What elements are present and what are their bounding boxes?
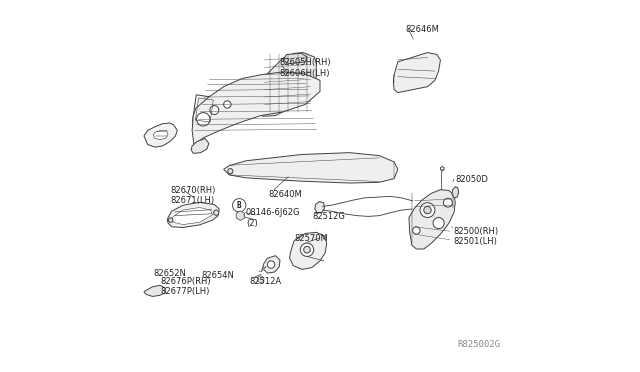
Circle shape [223, 101, 231, 108]
Polygon shape [144, 285, 165, 296]
Circle shape [444, 198, 452, 207]
Text: 82605H(RH)
82606H(LH): 82605H(RH) 82606H(LH) [279, 58, 331, 77]
Circle shape [205, 102, 209, 105]
Polygon shape [409, 190, 455, 249]
Polygon shape [290, 232, 326, 269]
Text: 82670(RH)
82671(LH): 82670(RH) 82671(LH) [170, 186, 215, 205]
Polygon shape [193, 95, 216, 125]
Circle shape [268, 261, 275, 268]
Text: 82050D: 82050D [455, 175, 488, 184]
Polygon shape [144, 123, 177, 147]
Polygon shape [315, 202, 324, 213]
Text: 82512G: 82512G [312, 212, 346, 221]
Polygon shape [223, 153, 398, 183]
Polygon shape [394, 52, 440, 93]
Polygon shape [257, 276, 264, 283]
Polygon shape [259, 52, 316, 116]
Text: R825002G: R825002G [457, 340, 500, 349]
Text: 82500(RH)
82501(LH): 82500(RH) 82501(LH) [453, 227, 499, 246]
Circle shape [300, 243, 314, 256]
Text: 82676P(RH)
82677P(LH): 82676P(RH) 82677P(LH) [161, 277, 211, 296]
Text: 82652N: 82652N [153, 269, 186, 278]
Text: 82646M: 82646M [405, 25, 439, 34]
Polygon shape [236, 211, 244, 221]
Circle shape [304, 246, 310, 253]
Text: 82570M: 82570M [294, 234, 328, 243]
Polygon shape [153, 131, 168, 140]
Circle shape [420, 203, 435, 218]
Circle shape [196, 113, 210, 126]
Text: B: B [237, 201, 241, 210]
Polygon shape [172, 208, 212, 225]
Circle shape [413, 227, 420, 234]
Circle shape [210, 106, 219, 115]
Circle shape [228, 169, 233, 174]
Polygon shape [262, 256, 280, 273]
Text: 82640M: 82640M [268, 190, 302, 199]
Polygon shape [452, 187, 459, 198]
Text: 08146-6J62G
(2): 08146-6J62G (2) [246, 208, 300, 228]
Polygon shape [167, 202, 219, 228]
Circle shape [214, 210, 219, 215]
Text: 82512A: 82512A [250, 277, 282, 286]
Polygon shape [191, 138, 209, 153]
Circle shape [232, 199, 246, 212]
Text: 82654N: 82654N [202, 271, 234, 280]
Polygon shape [192, 72, 320, 145]
Circle shape [424, 206, 431, 214]
Circle shape [440, 167, 444, 170]
Polygon shape [283, 53, 307, 64]
Circle shape [433, 218, 444, 229]
Circle shape [168, 218, 173, 222]
